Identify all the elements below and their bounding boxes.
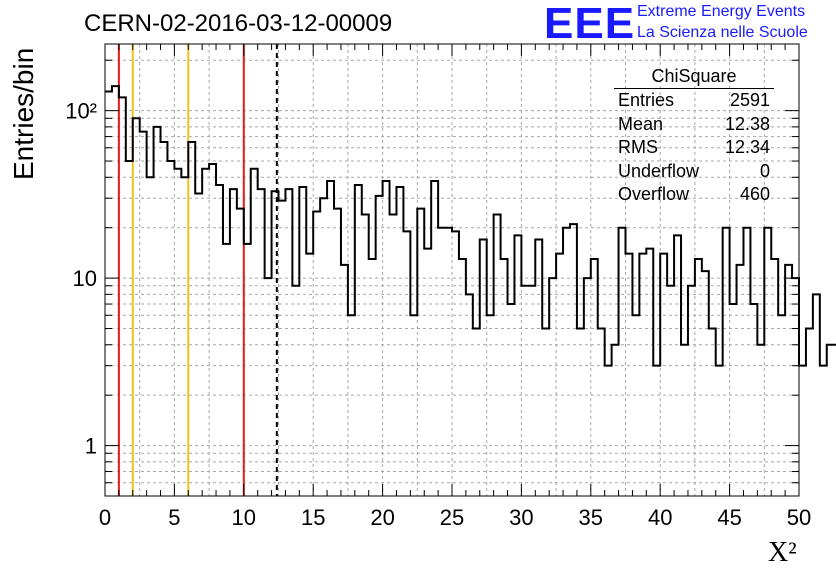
eee-logo: EEE (544, 0, 636, 48)
stats-row-mean: Mean 12.38 (612, 113, 776, 137)
stats-title: ChiSquare (614, 66, 774, 89)
logo-subtitle-1: Extreme Energy Events (637, 3, 806, 20)
x-tick-label: 25 (440, 505, 464, 530)
stats-value: 460 (739, 184, 770, 204)
stats-value: 2591 (729, 90, 770, 110)
stats-row-overflow: Overflow 460 (612, 183, 776, 207)
stats-row-underflow: Underflow 0 (612, 160, 776, 184)
histogram-step (105, 85, 836, 367)
x-axis-label: X² (768, 537, 797, 568)
x-tick-label: 0 (99, 505, 111, 530)
x-tick-label: 40 (648, 505, 672, 530)
stats-label: Mean (618, 113, 664, 134)
y-tick-label: 10² (65, 99, 97, 124)
logo-subtitle-2: La Scienza nelle Scuole (637, 24, 808, 41)
stats-row-entries: Entries 2591 (612, 89, 776, 113)
run-title: CERN-02-2016-03-12-00009 (84, 10, 393, 37)
y-axis-label: Entries/bin (8, 47, 39, 180)
x-tick-label: 5 (168, 505, 180, 530)
x-tick-label: 20 (370, 505, 394, 530)
stats-label: Overflow (618, 184, 690, 204)
y-tick-label: 10 (73, 266, 97, 291)
stats-label: Entries (618, 90, 675, 110)
stats-label: Underflow (618, 160, 700, 181)
x-tick-label: 50 (787, 505, 811, 530)
stats-value: 12.38 (724, 113, 770, 134)
stats-box: ChiSquare Entries 2591 Mean 12.38 RMS 12… (612, 66, 776, 207)
x-tick-label: 15 (301, 505, 325, 530)
stats-value: 0 (759, 160, 770, 181)
x-tick-label: 30 (509, 505, 533, 530)
x-tick-label: 45 (717, 505, 741, 530)
x-tick-label: 10 (232, 505, 256, 530)
stats-row-rms: RMS 12.34 (612, 136, 776, 160)
stats-label: RMS (618, 137, 658, 157)
x-tick-label: 35 (579, 505, 603, 530)
stats-value: 12.34 (724, 137, 770, 157)
y-tick-label: 1 (85, 434, 97, 459)
